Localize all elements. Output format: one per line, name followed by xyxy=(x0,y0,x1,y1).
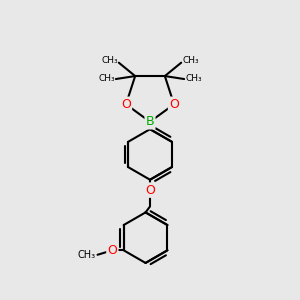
Text: O: O xyxy=(145,184,155,196)
Text: CH₃: CH₃ xyxy=(98,74,115,83)
Text: O: O xyxy=(121,98,131,111)
Text: O: O xyxy=(169,98,179,111)
Text: O: O xyxy=(107,244,117,257)
Text: B: B xyxy=(146,115,154,128)
Text: CH₃: CH₃ xyxy=(78,250,96,260)
Text: CH₃: CH₃ xyxy=(101,56,118,65)
Text: CH₃: CH₃ xyxy=(182,56,199,65)
Text: CH₃: CH₃ xyxy=(185,74,202,83)
